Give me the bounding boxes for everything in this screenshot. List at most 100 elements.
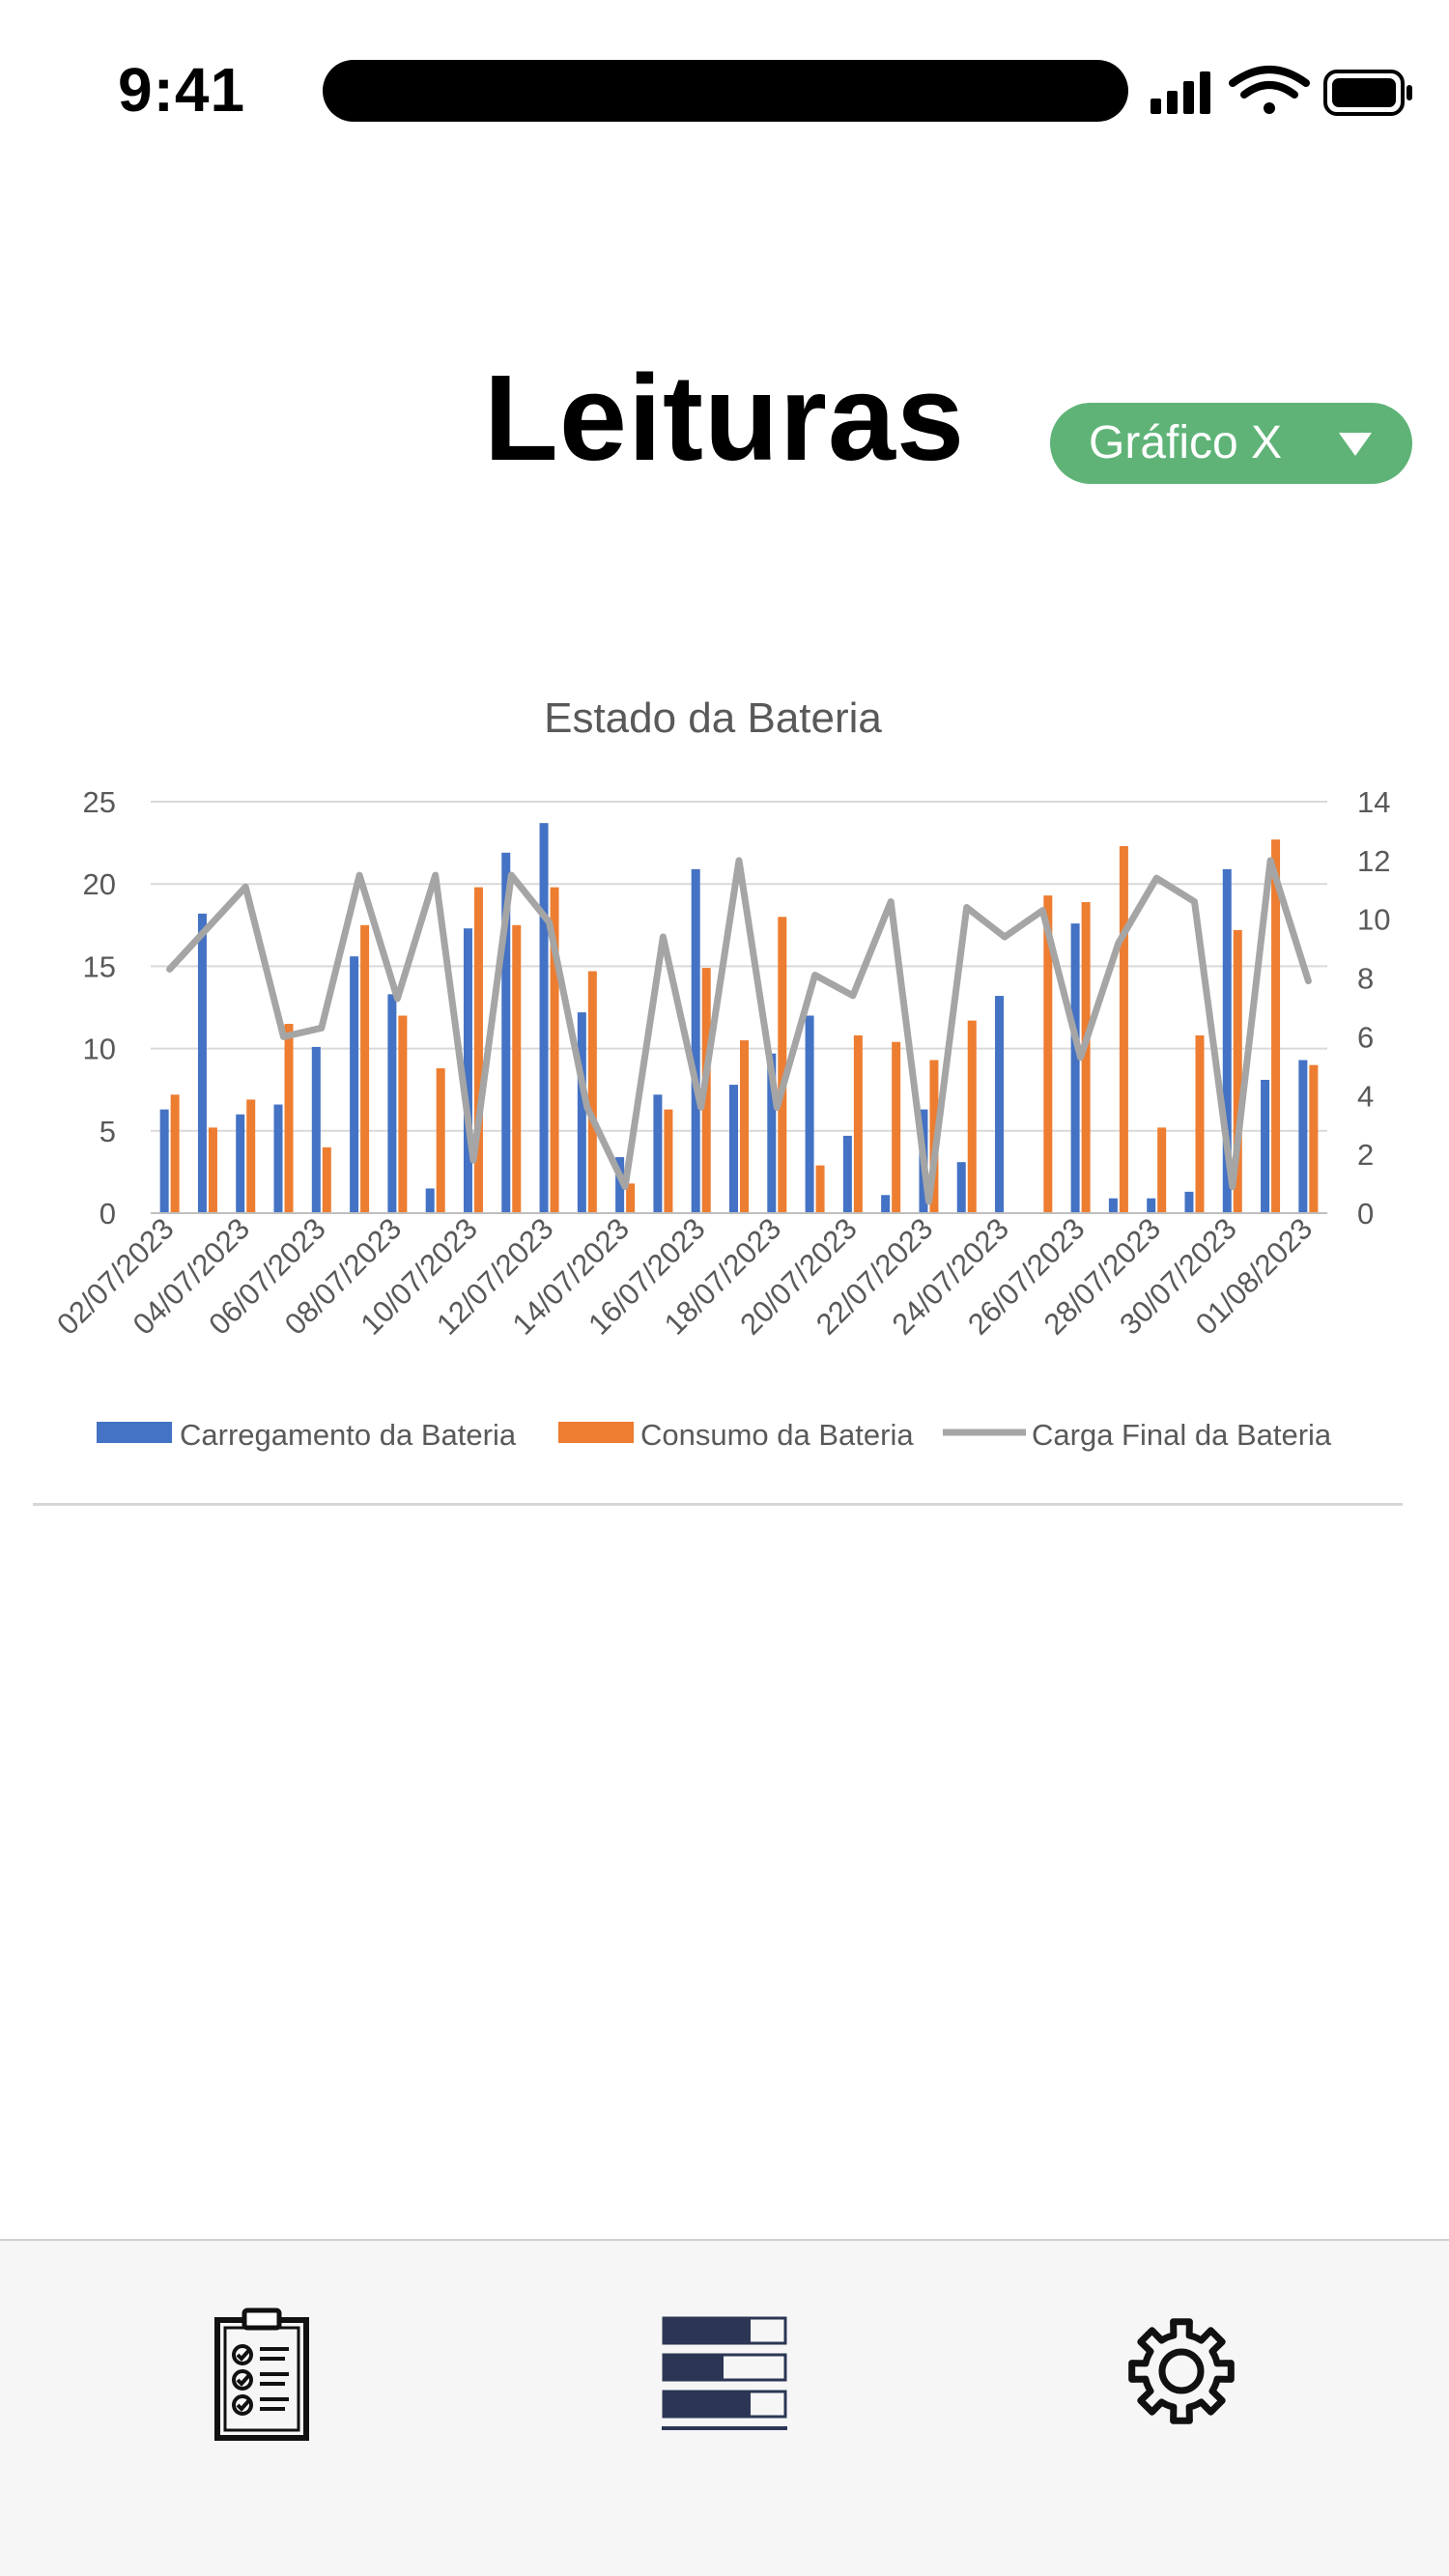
nav-data-button[interactable]	[652, 2299, 797, 2444]
battery-chart-svg: Estado da Bateria 0510152025024681012140…	[50, 694, 1390, 1452]
bar-consumption	[1119, 846, 1128, 1213]
legend-label: Carga Final da Bateria	[1032, 1418, 1332, 1452]
wifi-icon	[1229, 66, 1310, 114]
chart-legend: Carregamento da Bateria Consumo da Bateri…	[97, 1418, 1332, 1452]
bar-charging	[501, 852, 511, 1213]
bar-consumption	[322, 1146, 331, 1213]
bar-charging	[729, 1085, 738, 1213]
nav-settings-button[interactable]	[1109, 2299, 1254, 2444]
bar-consumption	[1157, 1127, 1167, 1213]
bar-consumption	[1233, 929, 1242, 1213]
battery-chart: Estado da Bateria 0 5 10 15 20 25 0 2 4 6 8 10 12 14 0…	[0, 676, 1449, 1497]
y-right-tick-label: 14	[1357, 785, 1390, 819]
nav-readings-button[interactable]	[188, 2299, 333, 2444]
bar-consumption	[170, 1094, 180, 1213]
bar-charging	[463, 928, 472, 1213]
y-right-tick-label: 8	[1357, 962, 1374, 996]
bar-charging	[350, 956, 359, 1213]
y-right-tick-label: 12	[1357, 844, 1390, 878]
bar-charging	[577, 1012, 586, 1213]
y-left-tick-label: 20	[83, 867, 116, 901]
y-left-tick-label: 5	[99, 1115, 116, 1148]
legend-label: Carregamento da Bateria	[180, 1418, 517, 1452]
bar-charging	[197, 913, 207, 1213]
bar-charging	[1108, 1198, 1118, 1213]
status-time: 9:41	[118, 55, 246, 125]
bar-list-icon	[662, 2316, 787, 2430]
page-title: Leituras	[483, 350, 966, 486]
line-final-charge	[166, 857, 1312, 1205]
bar-consumption	[967, 1020, 977, 1213]
chart-title: Estado da Bateria	[544, 694, 882, 742]
chart-type-dropdown-label: Gráfico X	[1089, 417, 1283, 468]
bar-charging	[539, 823, 549, 1213]
bar-consumption	[892, 1041, 901, 1213]
bar-consumption	[664, 1109, 673, 1213]
bar-charging	[311, 1046, 321, 1213]
bottom-nav	[0, 2239, 1449, 2576]
bar-charging	[956, 1162, 966, 1213]
bar-charging	[805, 1015, 814, 1213]
y-right-tick-label: 2	[1357, 1138, 1374, 1172]
bar-consumption	[853, 1034, 863, 1213]
y-right-tick-label: 6	[1357, 1020, 1374, 1054]
status-bar: 9:41	[0, 0, 1449, 184]
bar-consumption	[626, 1183, 636, 1213]
y-right-tick-label: 0	[1357, 1197, 1374, 1231]
bar-consumption	[208, 1127, 217, 1213]
content-divider	[33, 1503, 1403, 1506]
legend-swatch	[558, 1422, 634, 1443]
bar-charging	[1222, 868, 1232, 1213]
bar-charging	[881, 1195, 891, 1213]
y-right-tick-label: 10	[1357, 903, 1390, 937]
bar-consumption	[587, 971, 597, 1213]
bar-consumption	[740, 1040, 749, 1213]
bar-consumption	[512, 924, 522, 1213]
bar-charging	[691, 868, 700, 1213]
bar-charging	[615, 1157, 625, 1213]
legend-swatch	[97, 1422, 172, 1443]
bar-charging	[1184, 1191, 1194, 1213]
chart-type-dropdown[interactable]: Gráfico X	[1050, 403, 1412, 484]
bar-charging	[1070, 923, 1080, 1213]
bar-consumption	[246, 1099, 256, 1213]
chevron-down-icon	[1339, 433, 1372, 456]
bar-consumption	[360, 924, 370, 1213]
bar-consumption	[550, 887, 559, 1213]
bar-charging	[425, 1188, 435, 1213]
bar-consumption	[815, 1165, 825, 1213]
bar-charging	[995, 996, 1005, 1213]
bar-consumption	[436, 1068, 445, 1213]
bar-consumption	[1195, 1034, 1205, 1213]
battery-icon	[1323, 70, 1412, 116]
y-left-tick-label: 15	[83, 949, 116, 983]
bar-charging	[1261, 1079, 1270, 1213]
bar-consumption	[1271, 839, 1281, 1213]
bar-charging	[1147, 1198, 1156, 1213]
bar-consumption	[473, 887, 483, 1213]
bar-consumption	[778, 917, 787, 1213]
bar-consumption	[398, 1015, 408, 1213]
bar-consumption	[284, 1024, 294, 1213]
bar-charging	[842, 1135, 852, 1213]
status-icons	[1151, 66, 1412, 116]
bar-charging	[387, 994, 397, 1213]
bar-charging	[767, 1053, 777, 1213]
y-right-tick-label: 4	[1357, 1079, 1374, 1113]
bar-charging	[1298, 1060, 1308, 1213]
bar-charging	[653, 1094, 663, 1213]
legend-label: Consumo da Bateria	[640, 1418, 914, 1452]
y-left-tick-label: 25	[83, 785, 116, 819]
clipboard-checklist-icon	[214, 2307, 309, 2441]
bar-consumption	[1081, 901, 1091, 1213]
cellular-signal-icon	[1151, 71, 1210, 114]
gear-icon	[1128, 2318, 1235, 2424]
bar-charging	[236, 1114, 245, 1213]
bar-charging	[159, 1109, 169, 1213]
bar-consumption	[1309, 1064, 1319, 1213]
bar-charging	[273, 1104, 283, 1213]
bar-consumption	[1043, 895, 1053, 1213]
y-left-tick-label: 10	[83, 1033, 116, 1066]
y-left-tick-label: 0	[99, 1197, 116, 1231]
dynamic-island	[323, 60, 1128, 122]
